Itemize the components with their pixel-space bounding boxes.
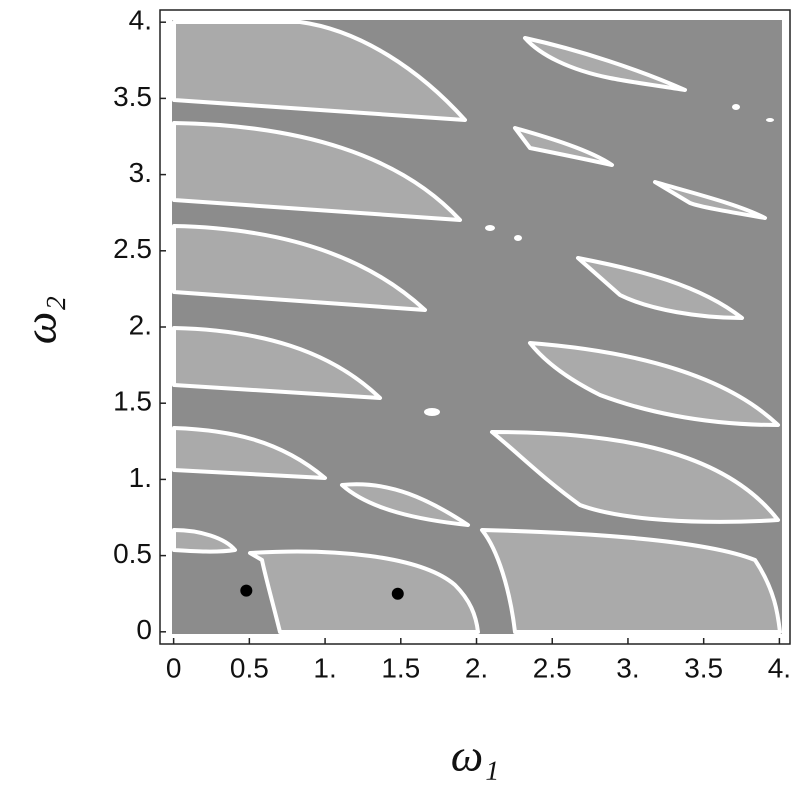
x-tick-label: 2. <box>465 652 488 683</box>
region <box>172 20 467 122</box>
region <box>172 224 427 312</box>
region <box>480 528 782 634</box>
region <box>653 180 767 220</box>
region-blob <box>732 104 740 110</box>
y-tick-label: 4. <box>129 5 152 36</box>
region <box>513 126 614 167</box>
region <box>523 36 687 92</box>
region-blob <box>514 235 522 241</box>
region <box>248 549 480 634</box>
point <box>240 584 253 597</box>
x-tick-label: 0 <box>166 652 182 683</box>
y-tick-label: 0 <box>136 614 152 645</box>
x-tick-label: 4. <box>768 652 791 683</box>
x-tick-label: 3.5 <box>684 652 723 683</box>
region <box>172 528 237 554</box>
region-plot <box>172 20 782 634</box>
x-tick-label: 0.5 <box>230 652 269 683</box>
x-axis-label: ω₁ <box>451 730 499 781</box>
y-tick-label: 0.5 <box>113 538 152 569</box>
x-tick-label: 1.5 <box>381 652 420 683</box>
region <box>172 426 327 480</box>
region <box>528 341 780 427</box>
background-region <box>172 20 782 634</box>
region <box>340 482 470 527</box>
x-tick-label: 1. <box>313 652 336 683</box>
point <box>391 587 404 600</box>
y-tick-label: 1. <box>129 462 152 493</box>
y-tick-label: 2. <box>129 309 152 340</box>
y-tick-label: 1.5 <box>113 386 152 417</box>
region <box>576 256 744 320</box>
region-blob <box>424 408 440 416</box>
region <box>172 121 462 222</box>
region <box>490 430 780 524</box>
y-tick-label: 3. <box>129 157 152 188</box>
x-tick-label: 3. <box>616 652 639 683</box>
region-blob <box>485 225 495 231</box>
x-tick-label: 2.5 <box>533 652 572 683</box>
region <box>172 326 382 400</box>
y-axis-label: ω₂ <box>15 296 66 344</box>
y-tick-label: 3.5 <box>113 81 152 112</box>
region-blob <box>766 118 774 122</box>
y-tick-label: 2.5 <box>113 233 152 264</box>
